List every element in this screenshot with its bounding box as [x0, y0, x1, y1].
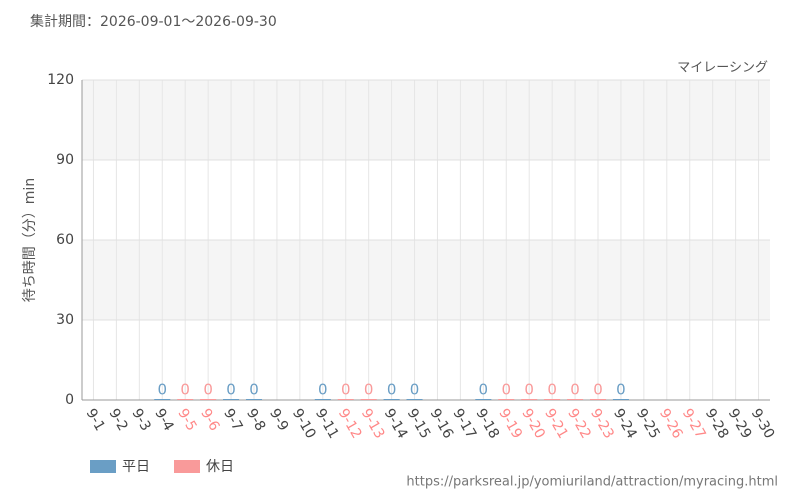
x-tick-label: 9-8: [243, 406, 268, 434]
bar-value-label: 0: [203, 381, 213, 399]
x-tick-label: 9-21: [541, 406, 571, 442]
x-tick-label: 9-7: [220, 406, 245, 434]
bar-value-label: 0: [226, 381, 236, 399]
plot-band: [82, 80, 770, 160]
x-tick-label: 9-6: [197, 406, 222, 434]
plot-band: [82, 240, 770, 320]
bar: [521, 399, 538, 400]
source-url: https://parksreal.jp/yomiuriland/attract…: [406, 475, 778, 490]
legend-label: 平日: [122, 459, 150, 475]
y-axis-label: 待ち時間（分）min: [22, 178, 38, 302]
x-tick-label: 9-12: [335, 406, 365, 442]
legend-swatch: [90, 460, 116, 473]
bar: [589, 399, 607, 400]
x-tick-label: 9-2: [105, 406, 130, 434]
x-tick-label: 9-20: [518, 406, 548, 442]
x-tick-label: 9-13: [358, 406, 388, 442]
y-tick-label: 120: [47, 72, 74, 88]
bar: [314, 399, 331, 400]
bar: [200, 399, 217, 400]
bar: [475, 399, 492, 400]
x-tick-label: 9-1: [83, 406, 108, 434]
bar-value-label: 0: [341, 381, 351, 399]
x-tick-label: 9-4: [151, 406, 176, 434]
y-tick-label: 30: [56, 312, 74, 328]
x-tick-label: 9-16: [427, 406, 457, 442]
x-tick-label: 9-28: [702, 406, 732, 442]
bar-value-label: 0: [249, 381, 259, 399]
y-tick-label: 90: [56, 152, 74, 168]
x-tick-label: 9-9: [266, 406, 291, 434]
x-tick-label: 9-18: [472, 406, 502, 442]
bar-value-label: 0: [387, 381, 397, 399]
bar-value-label: 0: [501, 381, 511, 399]
chart-title: 集計期間：2026-09-01～2026-09-30: [30, 13, 277, 30]
legend-label: 休日: [206, 459, 234, 475]
bar-value-label: 0: [479, 381, 489, 399]
bar-value-label: 0: [547, 381, 557, 399]
x-tick-label: 9-10: [289, 406, 319, 442]
x-tick-label: 9-22: [564, 406, 594, 442]
bar: [612, 399, 629, 400]
series-title: マイレーシング: [677, 61, 768, 76]
bar: [567, 399, 584, 400]
bar-value-label: 0: [570, 381, 580, 399]
x-tick-label: 9-15: [404, 406, 434, 442]
bar-value-label: 0: [593, 381, 603, 399]
x-tick-label: 9-30: [748, 406, 778, 442]
bar: [177, 399, 194, 400]
x-tick-label: 9-26: [656, 406, 686, 442]
x-tick-label: 9-25: [633, 406, 663, 442]
x-tick-label: 9-23: [587, 406, 617, 442]
bar: [223, 399, 240, 400]
bar: [337, 399, 354, 400]
bar: [360, 399, 377, 400]
bar-value-label: 0: [157, 381, 167, 399]
x-tick-label: 9-14: [381, 406, 411, 442]
bar: [245, 399, 263, 400]
bar: [406, 399, 423, 400]
bar: [154, 399, 171, 400]
bar-value-label: 0: [318, 381, 328, 399]
x-tick-label: 9-27: [679, 406, 709, 442]
x-tick-label: 9-5: [174, 406, 199, 434]
y-tick-label: 0: [65, 392, 74, 408]
legend-swatch: [174, 460, 200, 473]
x-tick-label: 9-29: [725, 406, 755, 442]
bar-value-label: 0: [524, 381, 534, 399]
bar-value-label: 0: [180, 381, 190, 399]
y-tick-label: 60: [56, 232, 74, 248]
x-tick-label: 9-3: [128, 406, 153, 434]
x-tick-label: 9-17: [449, 406, 479, 442]
x-tick-label: 9-19: [495, 406, 525, 442]
x-tick-label: 9-24: [610, 406, 640, 442]
bar: [383, 399, 400, 400]
bar-value-label: 0: [364, 381, 374, 399]
bar-value-label: 0: [616, 381, 626, 399]
bar: [544, 399, 561, 400]
bar-value-label: 0: [410, 381, 420, 399]
bar: [498, 399, 515, 400]
x-tick-label: 9-11: [312, 406, 342, 442]
